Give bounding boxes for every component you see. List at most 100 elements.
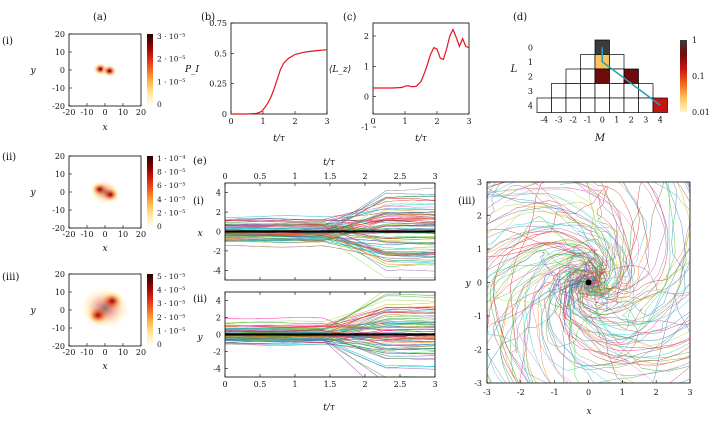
colorbar-tick-label: 5 · 10⁻⁵ — [157, 272, 185, 281]
trajectory-line — [225, 299, 435, 323]
trajectory-line — [568, 278, 690, 358]
trajectory-line — [225, 218, 435, 224]
trajectory-lines — [225, 292, 435, 377]
trajectory-line — [577, 182, 650, 304]
lm-cell — [580, 83, 596, 99]
trajectory-line — [487, 239, 606, 314]
trajectory-line — [225, 211, 435, 237]
trajectory-line — [487, 200, 608, 281]
colorbar-ticks: 3 · 10⁻⁵ 2 · 10⁻⁵ 1 · 10⁻⁵ 0 — [157, 32, 185, 109]
y-tick-label: 0.25 — [209, 80, 227, 89]
line-series — [231, 49, 328, 115]
lm-cell — [623, 83, 639, 99]
trajectory-line — [487, 225, 609, 274]
x-tick-label: 3 — [643, 116, 648, 125]
colorbar-tick-label: 1 · 10⁻⁵ — [157, 77, 185, 86]
trajectory-line — [225, 234, 435, 267]
trajectory-line — [225, 325, 435, 333]
density-blob — [101, 64, 118, 78]
trajectory-line — [525, 249, 597, 383]
trajectory-line — [574, 268, 690, 324]
y-tick-label: -20 — [52, 224, 65, 233]
trajectory-line — [491, 182, 690, 349]
x-tick-label: 20 — [136, 348, 146, 357]
density-blob — [79, 286, 131, 330]
colorbar-tick-label: 2 · 10⁻⁵ — [157, 313, 185, 322]
x-tick-label: 0 — [370, 117, 375, 126]
trajectory-line — [571, 182, 690, 345]
y-tick-label: 0 — [216, 331, 221, 340]
trajectory-line — [588, 182, 642, 308]
axis-ticks: -20 -10 0 10 20 20 10 0 -10 -20 — [52, 152, 146, 239]
y-tick-label: 0 — [222, 110, 227, 119]
trajectory-line — [530, 182, 630, 289]
x-tick-label: 1 — [292, 380, 297, 389]
x-tick-label: 10 — [118, 108, 128, 117]
x-tick-label: -2 — [517, 388, 525, 397]
trajectory-line — [225, 322, 435, 332]
panel-a: (a) (i) -20 -10 0 10 20 20 10 0 -10 -20 x y 3 · 1… — [2, 12, 185, 372]
panel-b: (b) 0 1 2 3 0 0.25 0.5 0.75 t/τ P_I — [184, 12, 330, 144]
x-tick-label: 1.5 — [324, 172, 337, 181]
subpanel-label-a-iii: (iii) — [2, 272, 19, 283]
trajectory-line — [487, 242, 601, 383]
trajectory-line — [487, 224, 616, 296]
lm-cell — [623, 97, 639, 113]
axis-ticks: 0 0.5 1 1.5 2 2.5 3 4 2 0 -2 -4 — [213, 292, 438, 389]
center-dot — [585, 279, 592, 286]
trajectory-line — [487, 244, 599, 282]
trajectory-line — [563, 271, 690, 350]
trajectory-line — [565, 247, 601, 383]
trajectory-line — [487, 193, 605, 383]
trajectory-line — [552, 182, 690, 341]
trajectory-line — [487, 182, 690, 325]
trajectory-line — [225, 195, 435, 235]
y-tick-label: 10 — [55, 170, 65, 179]
y-tick-label: 4 — [528, 101, 533, 110]
x-tick-label: 3 — [687, 388, 692, 397]
x-tick-label: -10 — [81, 108, 94, 117]
trajectory-line — [500, 257, 690, 383]
colorbar-tick-label: 6 · 10⁻⁵ — [157, 181, 185, 190]
trajectory-line — [225, 199, 435, 222]
x-tick-label: -3 — [483, 388, 491, 397]
trajectory-line — [225, 238, 435, 255]
y-axis-label: L — [510, 64, 518, 75]
x-tick-label: 1 — [614, 116, 619, 125]
y-tick-label: 0 — [216, 228, 221, 237]
trajectory-line — [225, 234, 435, 253]
axis-ticks: -3 -2 -1 0 1 2 3 3 2 1 0 -1 -2 -3 — [474, 178, 692, 397]
y-axis-label: P_I — [184, 65, 200, 75]
y-tick-label: -4 — [213, 365, 221, 374]
trajectory-line — [225, 234, 435, 245]
x-tick-label: -3 — [555, 116, 563, 125]
trajectory-line — [487, 187, 622, 294]
panel-f: (iii) -3 -2 -1 0 1 2 3 3 2 1 0 -1 -2 -3 y x — [458, 178, 693, 417]
colorbar-ticks: 5 · 10⁻⁵ 4 · 10⁻⁵ 3 · 10⁻⁵ 2 · 10⁻⁵ 1 · 10⁻⁵… — [157, 272, 185, 349]
trajectory-plot-e-ii — [225, 292, 435, 377]
trajectory-line — [564, 182, 690, 344]
colorbar-ticks: 1 0.1 0.01 — [692, 36, 710, 117]
y-tick-label: 2 — [216, 208, 221, 217]
x-tick-label: 0 — [586, 388, 591, 397]
trajectory-line — [593, 182, 648, 289]
trajectory-line — [489, 216, 604, 383]
trajectory-line — [225, 223, 435, 239]
colorbar — [147, 274, 153, 346]
x-tick-label: 3 — [432, 172, 437, 181]
y-tick-label: 2 — [528, 72, 533, 81]
y-tick-label: 20 — [55, 152, 65, 161]
x-tick-label: 2 — [362, 172, 367, 181]
y-tick-label: -2 — [474, 346, 482, 355]
lm-cell — [551, 97, 567, 113]
trajectory-line — [571, 287, 690, 319]
trajectory-line — [487, 274, 587, 372]
y-tick-label: 2 — [216, 314, 221, 323]
trajectory-line — [566, 276, 690, 351]
trajectory-line — [501, 256, 601, 383]
trajectory-line — [487, 182, 618, 289]
x-axis-label: t/τ — [273, 134, 286, 144]
trajectory-line — [587, 182, 666, 300]
